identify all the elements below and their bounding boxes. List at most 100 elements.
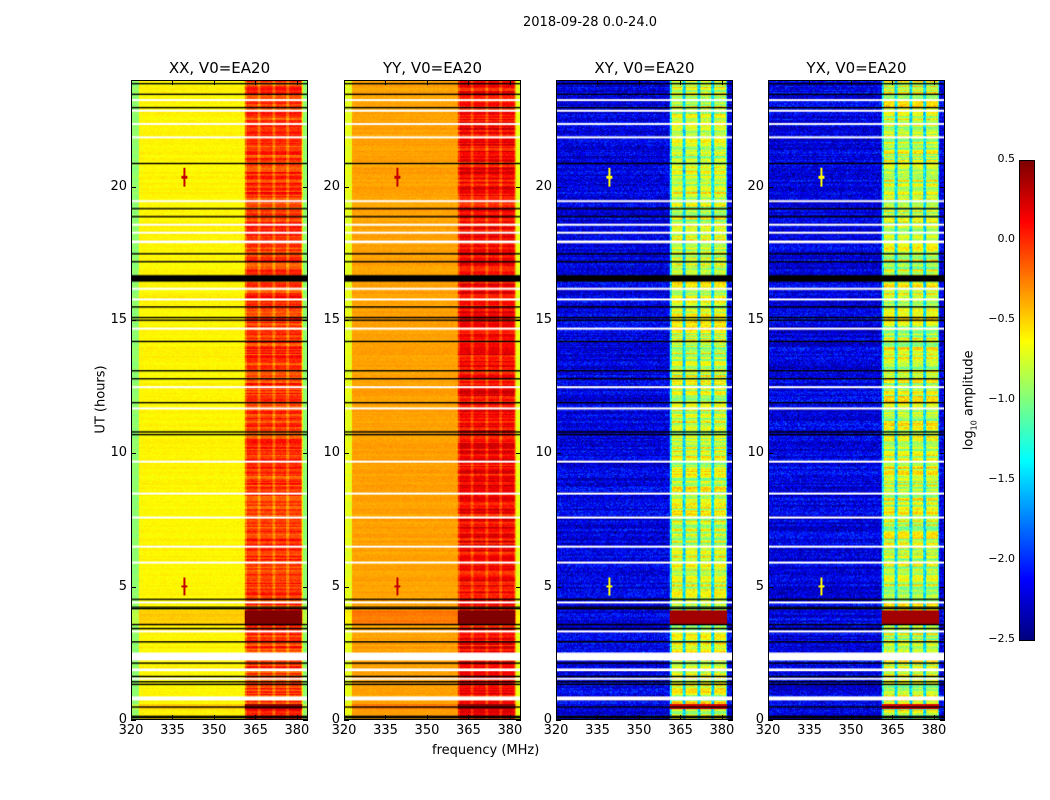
y-axis-label: UT (hours) [93, 365, 109, 434]
y-tick-mark [940, 720, 945, 721]
y-tick-label: 0 [331, 712, 340, 727]
x-tick-mark [892, 80, 894, 85]
y-tick-mark [940, 586, 945, 588]
x-tick-label: 350 [201, 723, 227, 738]
x-tick-label: 350 [838, 723, 864, 738]
x-tick-mark [296, 80, 298, 85]
x-tick-label: 365 [668, 723, 693, 738]
y-tick-mark [303, 586, 308, 588]
y-tick-mark [768, 586, 773, 588]
y-tick-mark [131, 320, 136, 321]
x-tick-mark [680, 80, 682, 85]
y-tick-label: 20 [535, 178, 552, 194]
x-tick-mark [509, 715, 511, 720]
colorbar-tick-label: −1.0 [988, 392, 1015, 405]
x-tick-mark [255, 80, 257, 85]
x-tick-mark [892, 715, 894, 720]
y-tick-label: 5 [543, 578, 552, 594]
x-tick-mark [213, 80, 215, 85]
x-tick-label: 380 [921, 723, 947, 738]
colorbar-label: log10 amplitude [961, 350, 979, 451]
x-tick-label: 320 [331, 723, 357, 738]
y-tick-label: 5 [118, 578, 127, 594]
x-tick-mark [385, 80, 387, 85]
y-tick-mark [344, 186, 349, 188]
y-tick-mark [768, 186, 773, 188]
x-tick-mark [768, 80, 769, 85]
x-tick-label: 320 [755, 723, 781, 738]
x-tick-label: 320 [118, 723, 144, 738]
y-tick-label: 5 [755, 578, 764, 594]
x-tick-mark [344, 715, 345, 720]
x-tick-mark [296, 715, 298, 720]
heatmap-xx [131, 80, 308, 720]
y-tick-label: 10 [535, 445, 552, 461]
x-tick-mark [385, 715, 387, 720]
x-tick-mark [131, 80, 132, 85]
x-tick-mark [933, 80, 935, 85]
y-tick-mark [344, 586, 349, 588]
x-tick-label: 380 [284, 723, 310, 738]
y-tick-mark [303, 720, 308, 721]
panel-title: XY, V0=EA20 [594, 59, 695, 77]
x-tick-mark [131, 715, 132, 720]
y-tick-mark [516, 186, 521, 188]
x-tick-label: 380 [709, 723, 735, 738]
panel-title: YX, V0=EA20 [806, 59, 907, 77]
y-tick-mark [940, 453, 945, 455]
y-tick-label: 20 [110, 178, 127, 194]
y-tick-mark [303, 186, 308, 188]
heatmap-xy [556, 80, 733, 720]
y-tick-mark [516, 586, 521, 588]
x-tick-label: 350 [414, 723, 440, 738]
x-tick-label: 335 [160, 723, 185, 738]
x-tick-mark [556, 715, 557, 720]
x-tick-mark [426, 715, 428, 720]
x-tick-label: 335 [373, 723, 398, 738]
x-tick-mark [809, 715, 811, 720]
y-tick-mark [768, 453, 773, 455]
x-tick-mark [468, 80, 470, 85]
y-tick-label: 0 [755, 712, 764, 727]
x-tick-mark [809, 80, 811, 85]
x-tick-label: 365 [456, 723, 481, 738]
x-tick-mark [850, 715, 852, 720]
y-tick-mark [556, 320, 561, 321]
y-tick-label: 5 [331, 578, 340, 594]
colorbar-tick-label: −2.0 [988, 552, 1015, 565]
y-tick-label: 20 [323, 178, 340, 194]
x-tick-mark [680, 715, 682, 720]
y-tick-mark [728, 320, 733, 321]
colorbar-tick-label: 0.0 [997, 232, 1016, 245]
x-tick-mark [721, 715, 723, 720]
y-tick-mark [131, 586, 136, 588]
y-tick-mark [303, 453, 308, 455]
x-tick-label: 380 [497, 723, 523, 738]
x-tick-mark [468, 715, 470, 720]
x-tick-mark [344, 80, 345, 85]
colorbar-tick-label: −1.5 [988, 472, 1015, 485]
y-tick-mark [344, 320, 349, 321]
heatmap-yy [344, 80, 521, 720]
y-tick-label: 10 [323, 445, 340, 461]
y-tick-mark [303, 320, 308, 321]
y-tick-mark [728, 720, 733, 721]
y-tick-mark [940, 320, 945, 321]
x-tick-mark [721, 80, 723, 85]
x-tick-mark [933, 715, 935, 720]
x-tick-mark [768, 715, 769, 720]
y-tick-mark [556, 453, 561, 455]
y-tick-mark [556, 586, 561, 588]
x-axis-label: frequency (MHz) [432, 743, 540, 758]
x-tick-mark [172, 80, 174, 85]
y-tick-label: 15 [535, 312, 552, 327]
y-tick-mark [768, 320, 773, 321]
x-tick-mark [255, 715, 257, 720]
x-tick-label: 335 [797, 723, 822, 738]
y-tick-label: 15 [110, 312, 127, 327]
panel-title: XX, V0=EA20 [168, 59, 271, 77]
x-tick-mark [556, 80, 557, 85]
y-tick-mark [728, 586, 733, 588]
colorbar-tick-label: −2.5 [988, 632, 1015, 645]
y-tick-label: 15 [747, 312, 764, 327]
